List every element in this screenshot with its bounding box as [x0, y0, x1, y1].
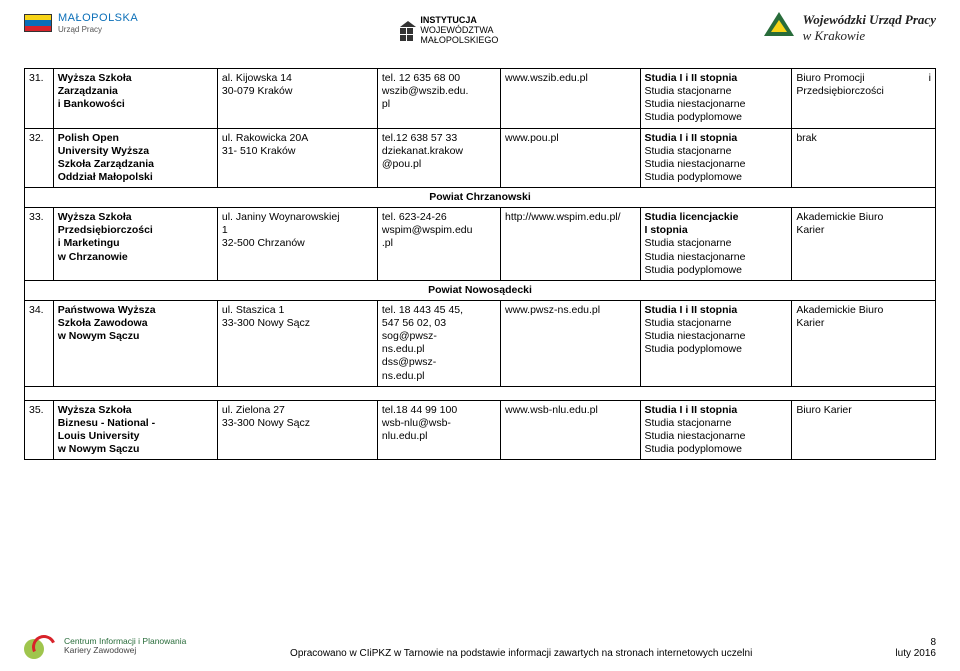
cell-office: brak: [792, 128, 936, 188]
section-header: Powiat Nowosądecki: [25, 280, 936, 300]
page-footer: Centrum Informacji i Planowania Kariery …: [24, 633, 936, 659]
institution-icon: [400, 21, 416, 41]
cell-contact: tel. 12 635 68 00 wszib@wszib.edu. pl: [377, 69, 500, 129]
cell-num: 35.: [25, 400, 54, 460]
institutions-table: 31. Wyższa Szkoła Zarządzania i Bankowoś…: [24, 68, 936, 460]
cell-study: Studia I i II stopnia Studia stacjonarne…: [640, 128, 792, 188]
footer-logo-block: Centrum Informacji i Planowania Kariery …: [24, 633, 186, 659]
logo-wup: Wojewódzki Urząd Pracy w Krakowie: [761, 12, 936, 43]
cell-name: Państwowa Wyższa Szkoła Zawodowa w Nowym…: [53, 300, 217, 386]
table-row: 33. Wyższa Szkoła Przedsiębiorczości i M…: [25, 208, 936, 281]
table-row: 31. Wyższa Szkoła Zarządzania i Bankowoś…: [25, 69, 936, 129]
flag-icon: [24, 14, 52, 32]
cell-study: Studia I i II stopnia Studia stacjonarne…: [640, 69, 792, 129]
cell-office: Akademickie Biuro Karier: [792, 208, 936, 281]
section-header: Powiat Chrzanowski: [25, 188, 936, 208]
cell-address: ul. Staszica 1 33-300 Nowy Sącz: [217, 300, 377, 386]
table-row: 34. Państwowa Wyższa Szkoła Zawodowa w N…: [25, 300, 936, 386]
cell-num: 33.: [25, 208, 54, 281]
cell-contact: tel. 18 443 45 45, 547 56 02, 03 sog@pws…: [377, 300, 500, 386]
table-row: 32. Polish Open University Wyższa Szkoła…: [25, 128, 936, 188]
footer-logo-line2: Kariery Zawodowej: [64, 646, 186, 655]
page-number: 8: [930, 637, 936, 648]
page-header: MAŁOPOLSKA Urząd Pracy INSTYTUCJA WOJEWÓ…: [24, 12, 936, 60]
cell-web: www.wszib.edu.pl: [500, 69, 640, 129]
cell-address: ul. Zielona 27 33-300 Nowy Sącz: [217, 400, 377, 460]
footer-page-block: 8 luty 2016: [856, 637, 936, 659]
cell-name: Wyższa Szkoła Zarządzania i Bankowości: [53, 69, 217, 129]
cell-office: Biuro Karier: [792, 400, 936, 460]
cell-address: ul. Janiny Woynarowskiej 1 32-500 Chrzan…: [217, 208, 377, 281]
logo-left-main: MAŁOPOLSKA: [58, 12, 138, 24]
cell-web: www.pwsz-ns.edu.pl: [500, 300, 640, 386]
triangle-icon: [761, 12, 797, 36]
cell-study: Studia licencjackie I stopnia Studia sta…: [640, 208, 792, 281]
logo-institution: INSTYTUCJA WOJEWÓDZTWA MAŁOPOLSKIEGO: [400, 16, 498, 46]
center-line3: MAŁOPOLSKIEGO: [420, 36, 498, 46]
cell-contact: tel.12 638 57 33 dziekanat.krakow @pou.p…: [377, 128, 500, 188]
cell-address: al. Kijowska 14 30-079 Kraków: [217, 69, 377, 129]
page-date: luty 2016: [895, 648, 936, 659]
logo-left-sub: Urząd Pracy: [58, 25, 138, 34]
cell-study: Studia I i II stopnia Studia stacjonarne…: [640, 400, 792, 460]
cell-office: Biuro Promocji i Przedsiębiorczości: [792, 69, 936, 129]
table-row: 35. Wyższa Szkoła Biznesu - National - L…: [25, 400, 936, 460]
logo-malopolska: MAŁOPOLSKA Urząd Pracy: [24, 12, 138, 34]
cell-name: Wyższa Szkoła Biznesu - National - Louis…: [53, 400, 217, 460]
cell-contact: tel.18 44 99 100 wsb-nlu@wsb- nlu.edu.pl: [377, 400, 500, 460]
cell-num: 31.: [25, 69, 54, 129]
right-line2: w Krakowie: [803, 28, 936, 44]
footer-logo-icon: [24, 633, 58, 659]
right-line1: Wojewódzki Urząd Pracy: [803, 12, 936, 28]
cell-num: 32.: [25, 128, 54, 188]
cell-office: Akademickie Biuro Karier: [792, 300, 936, 386]
cell-web: www.wsb-nlu.edu.pl: [500, 400, 640, 460]
cell-web: http://www.wspim.edu.pl/: [500, 208, 640, 281]
cell-study: Studia I i II stopnia Studia stacjonarne…: [640, 300, 792, 386]
cell-web: www.pou.pl: [500, 128, 640, 188]
cell-num: 34.: [25, 300, 54, 386]
cell-contact: tel. 623-24-26 wspim@wspim.edu .pl: [377, 208, 500, 281]
cell-address: ul. Rakowicka 20A 31- 510 Kraków: [217, 128, 377, 188]
cell-name: Polish Open University Wyższa Szkoła Zar…: [53, 128, 217, 188]
cell-name: Wyższa Szkoła Przedsiębiorczości i Marke…: [53, 208, 217, 281]
spacer-row: [25, 386, 936, 400]
footer-center-text: Opracowano w CIiPKZ w Tarnowie na podsta…: [186, 648, 856, 659]
